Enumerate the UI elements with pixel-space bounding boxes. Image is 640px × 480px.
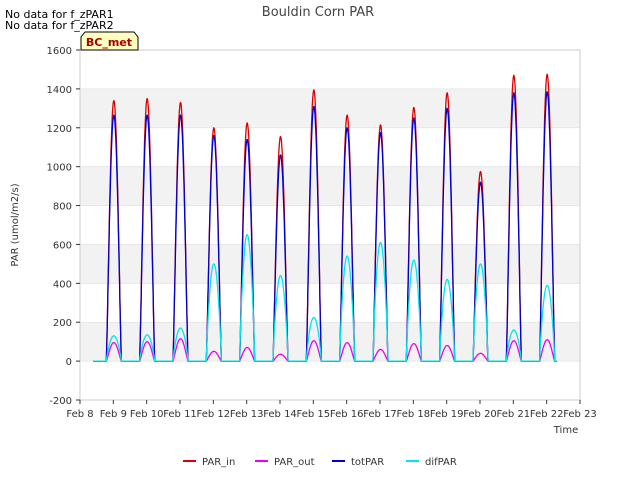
x-tick-label: Feb 19 [430,409,464,420]
y-tick-label: 800 [53,202,72,213]
x-tick-label: Feb 12 [197,409,231,420]
chart-title: Bouldin Corn PAR [262,5,374,20]
y-tick-label: 1000 [47,163,72,174]
y-tick-label: 600 [53,240,72,251]
y-tick-label: -200 [49,396,72,407]
x-tick-label: Feb 10 [130,409,164,420]
y-axis: -200 0 200 400 600 800 1000 1200 1400 1600 [47,46,80,407]
legend: PAR_in PAR_out totPAR difPAR [183,457,457,468]
x-tick-label: Feb 23 [563,409,597,420]
legend-label: PAR_out [274,457,315,468]
grid-band [80,166,580,206]
x-tick-label: Feb 21 [497,409,531,420]
x-tick-label: Feb 18 [397,409,431,420]
series-layer [93,73,557,362]
x-tick-label: Feb 22 [530,409,564,420]
y-tick-label: 1200 [47,124,72,135]
series-line-difpar [93,234,557,362]
legend-label: difPAR [425,457,457,468]
x-tick-label: Feb 16 [330,409,364,420]
y-axis-label: PAR (umol/m2/s) [10,183,21,266]
y-tick-label: 1600 [47,46,72,57]
x-tick-label: Feb 20 [463,409,497,420]
legend-label: PAR_in [202,457,235,468]
x-tick-label: Feb 14 [263,409,297,420]
grid-band [80,322,580,362]
grid-bands [80,88,580,401]
x-tick-label: Feb 13 [230,409,264,420]
no-data-note-1: No data for f_zPAR1 [5,8,114,21]
y-tick-label: 200 [53,318,72,329]
no-data-note-2: No data for f_zPAR2 [5,19,114,32]
x-tick-label: Feb 8 [66,409,93,420]
x-tick-label: Feb 17 [363,409,397,420]
x-tick-label: Feb 11 [163,409,197,420]
x-axis-label: Time [553,425,578,436]
plot-frame [79,49,581,401]
bc-met-badge: BC_met [80,31,139,51]
y-tick-label: 400 [53,279,72,290]
x-tick-label: Feb 15 [297,409,331,420]
bc-met-label: BC_met [86,36,132,49]
x-axis: Feb 8 Feb 9 Feb 10 Feb 11 Feb 12 Feb 13 Feb 14… [66,400,597,420]
legend-label: totPAR [351,457,384,468]
grid-band [80,244,580,284]
grid-band [80,88,580,128]
y-tick-label: 1400 [47,85,72,96]
y-tick-label: 0 [66,357,72,368]
x-tick-label: Feb 9 [100,409,127,420]
